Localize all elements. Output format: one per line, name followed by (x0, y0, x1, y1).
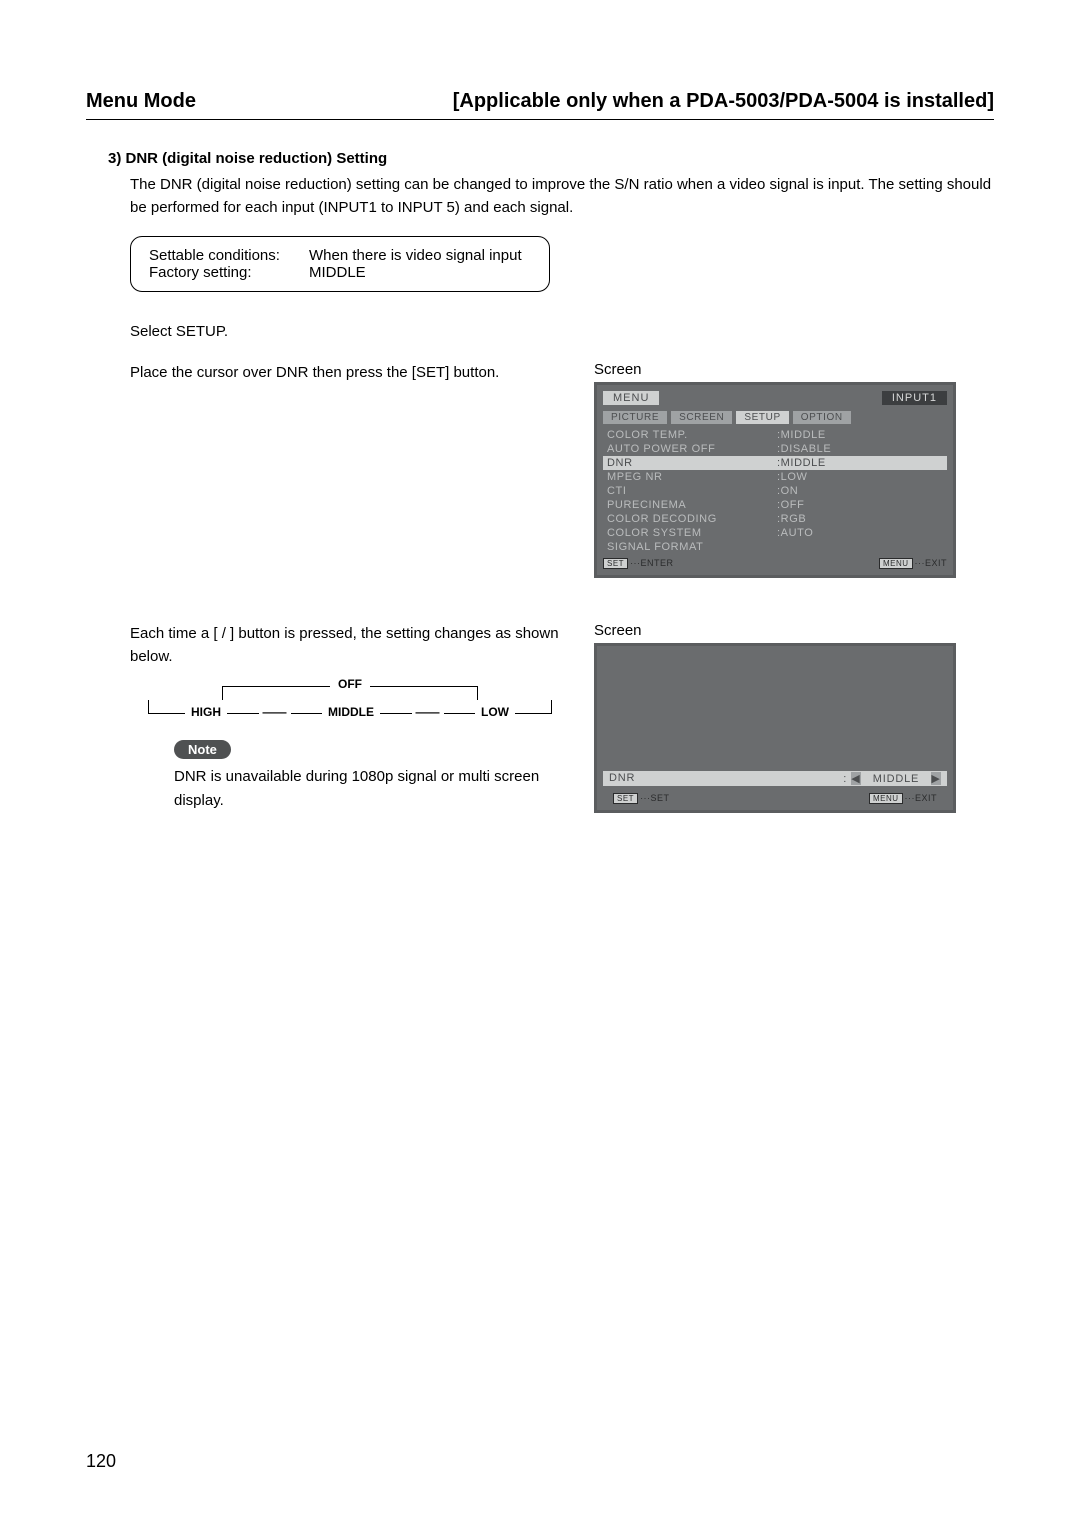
step-3-text: Each time a [ / ] button is pressed, the… (130, 622, 570, 669)
osd-rows: COLOR TEMP.:MIDDLE AUTO POWER OFF:DISABL… (603, 428, 947, 554)
section-heading: 3) DNR (digital noise reduction) Setting (108, 150, 994, 167)
settings-box: Settable conditions: When there is video… (130, 236, 550, 292)
osd2-foot-left: SET···SET (613, 793, 670, 804)
osd-tab-setup: SETUP (736, 411, 788, 424)
note-text: DNR is unavailable during 1080p signal o… (174, 765, 570, 812)
note-pill: Note (174, 740, 231, 759)
osd-row-cti: CTI:ON (603, 484, 947, 498)
cycle-bottom-line: HIGH —— MIDDLE —— LOW (148, 700, 552, 714)
osd-tab-option: OPTION (793, 411, 851, 424)
osd-row-signal-format: SIGNAL FORMAT (603, 540, 947, 554)
osd-tab-picture: PICTURE (603, 411, 667, 424)
screen-label-2: Screen (594, 622, 994, 639)
osd-row-purecinema: PURECINEMA:OFF (603, 498, 947, 512)
step-2-text: Place the cursor over DNR then press the… (130, 361, 570, 384)
settings-row-1: Settable conditions: When there is video… (149, 247, 531, 264)
osd-row-auto-power-off: AUTO POWER OFF:DISABLE (603, 442, 947, 456)
osd-tabs: PICTURE SCREEN SETUP OPTION (603, 411, 947, 424)
osd-menu-chip: MENU (603, 391, 659, 405)
cycle-dash-1: —— (259, 705, 291, 719)
cycle-low: LOW (475, 705, 515, 719)
osd-tab-screen: SCREEN (671, 411, 732, 424)
cycle-off-label: OFF (330, 677, 370, 691)
factory-setting-value: MIDDLE (309, 264, 366, 281)
cycle-diagram: OFF HIGH —— MIDDLE —— LOW (134, 686, 566, 714)
factory-setting-label: Factory setting: (149, 264, 309, 281)
section-intro: The DNR (digital noise reduction) settin… (130, 173, 994, 220)
osd2-value-group: : ◀ MIDDLE ▶ (843, 772, 941, 785)
osd-top-row: MENU INPUT1 (603, 391, 947, 405)
osd2-footer: SET···SET MENU···EXIT (613, 793, 937, 804)
osd-row-color-system: COLOR SYSTEM:AUTO (603, 526, 947, 540)
step3-row: Each time a [ / ] button is pressed, the… (86, 622, 994, 813)
right-arrow-icon: ▶ (931, 772, 941, 785)
cycle-middle: MIDDLE (322, 705, 380, 719)
osd-foot-left: SET···ENTER (603, 558, 674, 569)
cycle-top-line: OFF (222, 686, 478, 700)
osd-row-color-temp: COLOR TEMP.:MIDDLE (603, 428, 947, 442)
screen-label-1: Screen (594, 361, 994, 378)
osd2-dnr-label: DNR (609, 772, 635, 785)
header-left: Menu Mode (86, 90, 196, 113)
left-arrow-icon: ◀ (851, 772, 861, 785)
osd-footer: SET···ENTER MENU···EXIT (603, 558, 947, 569)
step2-row: Place the cursor over DNR then press the… (86, 361, 994, 578)
osd-input-chip: INPUT1 (882, 391, 947, 405)
osd-dnr-adjust-screen: DNR : ◀ MIDDLE ▶ SET···SET MENU···EXIT (594, 643, 956, 813)
header-right: [Applicable only when a PDA-5003/PDA-500… (453, 90, 994, 113)
settable-conditions-value: When there is video signal input (309, 247, 522, 264)
osd-row-color-decoding: COLOR DECODING:RGB (603, 512, 947, 526)
osd2-foot-right: MENU···EXIT (869, 793, 937, 804)
cycle-high: HIGH (185, 705, 227, 719)
osd2-dnr-row: DNR : ◀ MIDDLE ▶ (603, 771, 947, 786)
osd-menu-screen: MENU INPUT1 PICTURE SCREEN SETUP OPTION … (594, 382, 956, 578)
cycle-bottom-labels: HIGH —— MIDDLE —— LOW (185, 705, 515, 719)
settable-conditions-label: Settable conditions: (149, 247, 309, 264)
page-number: 120 (86, 1451, 116, 1472)
settings-row-2: Factory setting: MIDDLE (149, 264, 531, 281)
osd-row-mpeg-nr: MPEG NR:LOW (603, 470, 947, 484)
cycle-dash-2: —— (412, 705, 444, 719)
step-1-text: Select SETUP. (86, 320, 994, 343)
osd-row-dnr: DNR:MIDDLE (603, 456, 947, 470)
osd2-value: MIDDLE (865, 773, 927, 785)
osd-foot-right: MENU···EXIT (879, 558, 947, 569)
page-header: Menu Mode [Applicable only when a PDA-50… (86, 90, 994, 120)
